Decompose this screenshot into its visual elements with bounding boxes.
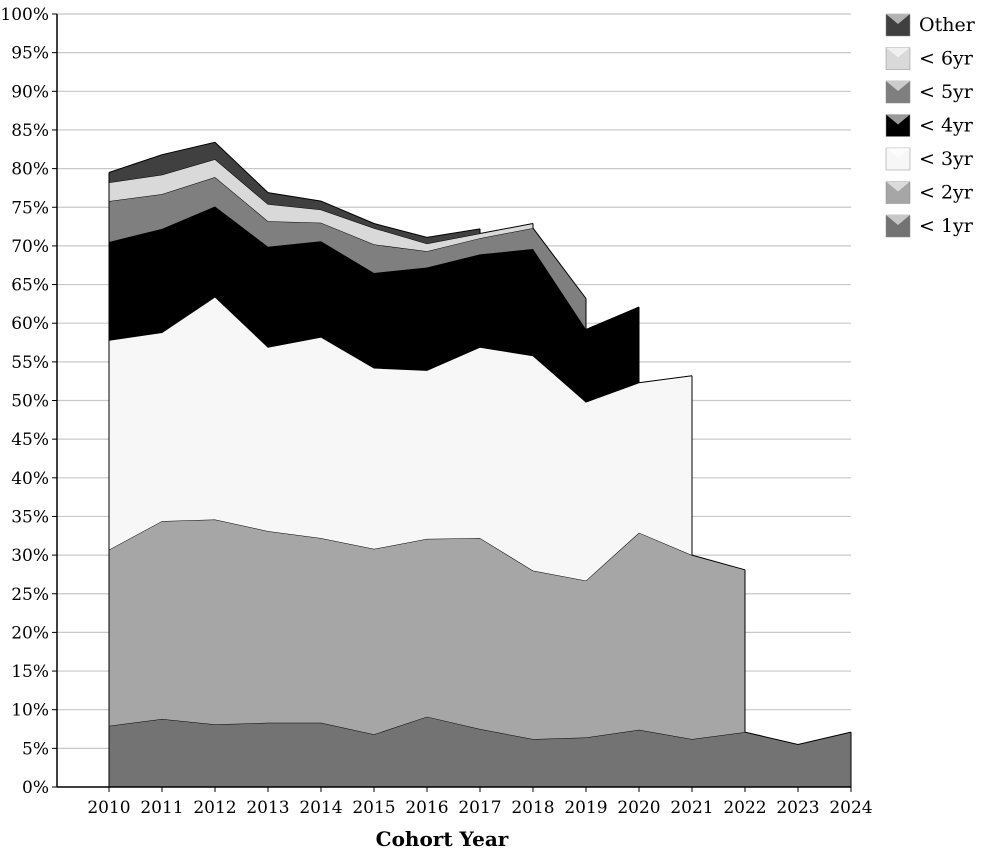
y-tick-label: 70% [11,237,49,257]
area-series--1yr [109,716,851,787]
area-top-edge [108,141,481,238]
legend-swatch-notch [886,215,910,225]
y-tick-label: 40% [11,469,49,489]
legend-swatch-notch [886,47,910,58]
y-tick-label: 90% [11,82,49,102]
y-tick-label: 10% [11,701,49,721]
legend-label: < 4yr [919,115,974,137]
area-series--2yr [109,519,745,740]
legend-swatch-notch [886,14,910,24]
legend-label: < 5yr [919,81,974,103]
x-tick-labels: 2010 2011 2012 2013 2014 2015 2016 2017 2018 2019… [87,787,873,818]
legend-swatch-notch [886,81,910,91]
legend-swatch-notch [886,114,910,125]
x-tick-label: 2014 [299,798,342,818]
x-tick-label: 2022 [723,798,766,818]
y-tick-label: 20% [11,623,49,643]
x-tick-label: 2024 [829,798,872,818]
y-tick-label: 0% [22,778,49,798]
legend-label: < 3yr [919,148,974,170]
legend-label: Other [919,14,976,36]
area-series--4yr [109,206,639,402]
x-tick-label: 2016 [405,798,448,818]
chart-areas [108,141,852,787]
y-tick-label: 45% [11,430,49,450]
x-tick-label: 2010 [87,798,130,818]
x-tick-label: 2011 [140,798,183,818]
area-series--5yr [109,177,586,330]
y-tick-label: 35% [11,507,49,527]
y-tick-label: 50% [11,392,49,412]
y-tick-label: 85% [11,121,49,141]
legend: Other < 6yr < 5yr < 4yr < 3yr < 2yr < 1yr [885,13,976,238]
x-tick-label: 2019 [564,798,607,818]
y-tick-label: 60% [11,314,49,334]
legend-label: < 1yr [919,215,974,237]
legend-swatch-notch [886,181,910,192]
y-tick-label: 30% [11,546,49,566]
x-tick-label: 2020 [617,798,660,818]
y-tick-label: 80% [11,160,49,180]
y-tick-label: 65% [11,276,49,296]
y-tick-label: 25% [11,585,49,605]
legend-swatch-notch [886,148,910,158]
legend-label: < 6yr [919,48,974,70]
x-tick-label: 2021 [670,798,713,818]
x-tick-label: 2023 [776,798,819,818]
legend-label: < 2yr [919,182,974,204]
y-tick-label: 55% [11,353,49,373]
x-axis-title: Cohort Year [376,827,509,851]
y-tick-label: 5% [22,739,49,759]
y-tick-label: 95% [11,44,49,64]
y-tick-label: 15% [11,662,49,682]
x-tick-label: 2012 [193,798,236,818]
y-tick-label: 100% [0,5,49,25]
x-tick-label: 2018 [511,798,554,818]
x-tick-label: 2013 [246,798,289,818]
x-tick-label: 2015 [352,798,395,818]
y-tick-label: 75% [11,198,49,218]
x-tick-label: 2017 [458,798,501,818]
y-tick-labels: 0% 5% 10% 15% 20% 25% 30% 35% 40% 45% 50% 55% 60% 65%… [0,5,57,798]
